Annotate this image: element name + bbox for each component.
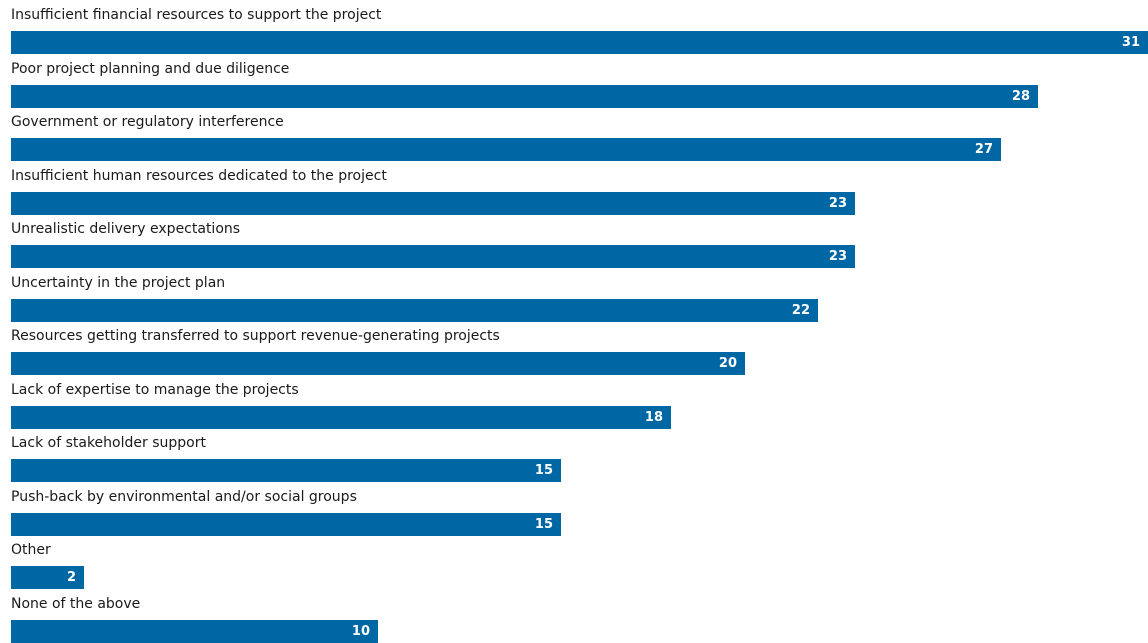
category-label: Insufficient human resources dedicated t…	[11, 168, 387, 184]
bar: 28	[11, 85, 1038, 108]
bar: 10	[11, 620, 378, 643]
bar: 22	[11, 299, 818, 322]
category-label: Resources getting transferred to support…	[11, 328, 500, 344]
category-label: Other	[11, 542, 51, 558]
bar: 23	[11, 192, 855, 215]
category-label: None of the above	[11, 596, 141, 612]
category-label: Unrealistic delivery expectations	[11, 221, 241, 237]
category-label: Uncertainty in the project plan	[11, 275, 226, 291]
bar: 23	[11, 245, 855, 268]
category-label: Lack of stakeholder support	[11, 435, 206, 451]
data-label: 10	[351, 624, 370, 639]
data-label: 27	[974, 142, 993, 157]
category-label: Lack of expertise to manage the projects	[11, 382, 299, 398]
category-label: Government or regulatory interference	[11, 114, 284, 130]
bar: 15	[11, 459, 561, 482]
bar: 20	[11, 352, 745, 375]
data-label: 15	[534, 517, 553, 532]
data-label: 31	[1121, 35, 1140, 50]
bar: 27	[11, 138, 1001, 161]
data-label: 28	[1011, 89, 1030, 104]
data-label: 2	[66, 570, 76, 585]
data-label: 22	[791, 303, 810, 318]
category-label: Push-back by environmental and/or social…	[11, 489, 357, 505]
data-label: 15	[534, 463, 553, 478]
data-label: 18	[644, 410, 663, 425]
bar: 2	[11, 566, 84, 589]
bar: 31	[11, 31, 1148, 54]
bar: 18	[11, 406, 671, 429]
category-label: Poor project planning and due diligence	[11, 61, 290, 77]
data-label: 23	[828, 196, 847, 211]
data-label: 23	[828, 249, 847, 264]
category-label: Insufficient financial resources to supp…	[11, 7, 382, 23]
data-label: 20	[718, 356, 737, 371]
bar: 15	[11, 513, 561, 536]
